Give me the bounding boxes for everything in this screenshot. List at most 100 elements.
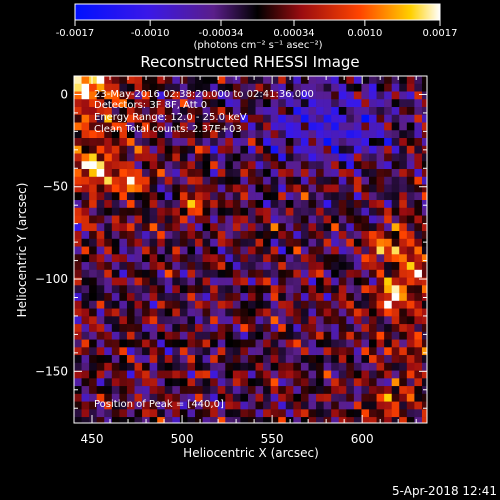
heatmap-cell [134, 238, 143, 247]
heatmap-cell [300, 238, 309, 247]
heatmap-cell [187, 192, 196, 201]
heatmap-cell [338, 246, 347, 255]
heatmap-cell [104, 223, 113, 232]
heatmap-cell [157, 293, 166, 302]
heatmap-cell [81, 83, 90, 92]
heatmap-cell [179, 107, 188, 116]
heatmap-cell [119, 331, 128, 340]
heatmap-cell [225, 331, 234, 340]
heatmap-cell [391, 83, 400, 92]
heatmap-cell [338, 293, 347, 302]
heatmap-cell [172, 308, 181, 317]
heatmap-cell [74, 355, 82, 364]
heatmap-cell [187, 386, 196, 395]
heatmap-cell [414, 83, 423, 92]
heatmap-cell [369, 161, 377, 170]
heatmap-cell [225, 277, 234, 286]
heatmap-cell [300, 114, 309, 123]
heatmap-cell [399, 262, 408, 271]
heatmap-cell [308, 107, 317, 116]
y-tick-label: −150 [35, 364, 68, 378]
heatmap-cell [172, 200, 181, 209]
heatmap-cell [414, 76, 423, 85]
heatmap-cell [96, 277, 105, 286]
heatmap-cell [134, 215, 143, 224]
heatmap-cell [172, 130, 181, 139]
heatmap-cell [210, 192, 219, 201]
heatmap-cell [119, 246, 128, 255]
heatmap-cell [240, 176, 249, 185]
heatmap-cell [187, 138, 196, 147]
heatmap-cell [119, 207, 128, 216]
heatmap-cell [263, 331, 271, 340]
heatmap-cell [134, 339, 143, 348]
heatmap-cell [96, 417, 105, 424]
heatmap-cell [187, 370, 196, 379]
heatmap-cell [111, 347, 120, 356]
heatmap-cell [240, 409, 249, 418]
heatmap-cell [300, 76, 309, 85]
heatmap-cell [104, 285, 113, 294]
heatmap-cell [338, 324, 347, 333]
heatmap-cell [89, 277, 97, 286]
heatmap-cell [399, 355, 408, 364]
heatmap-cell [104, 153, 113, 162]
heatmap-cell [376, 269, 385, 278]
info-line-energy: Energy Range: 12.0 - 25.0 keV [94, 112, 247, 123]
heatmap-cell [285, 130, 294, 139]
heatmap-cell [376, 91, 385, 100]
heatmap-cell [308, 99, 317, 108]
heatmap-cell [278, 277, 287, 286]
heatmap-cell [142, 347, 150, 356]
heatmap-cell [195, 347, 203, 356]
heatmap-cell [323, 347, 332, 356]
heatmap-cell [331, 161, 340, 170]
heatmap-cell [331, 107, 340, 116]
heatmap-cell [308, 122, 317, 131]
heatmap-cell [232, 378, 241, 387]
heatmap-cell [338, 277, 347, 286]
info-line-clean: Clean Total counts: 2.37E+03 [94, 124, 242, 135]
heatmap-cell [399, 378, 408, 387]
heatmap-cell [369, 184, 377, 193]
heatmap-cell [210, 362, 219, 371]
heatmap-cell [210, 99, 219, 108]
heatmap-cell [255, 184, 264, 193]
heatmap-cell [149, 331, 158, 340]
heatmap-cell [210, 246, 219, 255]
heatmap-cell [406, 161, 415, 170]
heatmap-cell [232, 347, 241, 356]
heatmap-cell [278, 386, 287, 395]
heatmap-cell [240, 184, 249, 193]
heatmap-cell [421, 277, 428, 286]
heatmap-cell [74, 122, 82, 131]
heatmap-cell [187, 215, 196, 224]
heatmap-cell [300, 339, 309, 348]
heatmap-cell [81, 269, 90, 278]
heatmap-cell [391, 285, 400, 294]
heatmap-cell [376, 122, 385, 131]
heatmap-cell [119, 200, 128, 209]
heatmap-cell [134, 145, 143, 154]
heatmap-cell [361, 355, 370, 364]
heatmap-cell [119, 347, 128, 356]
heatmap-cell [255, 409, 264, 418]
heatmap-cell [406, 169, 415, 178]
heatmap-cell [240, 76, 249, 85]
heatmap-cell [89, 386, 97, 395]
heatmap-cell [278, 269, 287, 278]
heatmap-cell [391, 99, 400, 108]
heatmap-cell [293, 393, 302, 402]
heatmap-cell [217, 417, 226, 424]
heatmap-cell [187, 401, 196, 410]
heatmap-cell [149, 153, 158, 162]
heatmap-cell [232, 130, 241, 139]
heatmap-cell [74, 215, 82, 224]
heatmap-cell [285, 176, 294, 185]
heatmap-cell [353, 254, 362, 263]
heatmap-cell [331, 76, 340, 85]
heatmap-cell [353, 138, 362, 147]
heatmap-cell [391, 231, 400, 240]
heatmap-cell [278, 114, 287, 123]
heatmap-cell [74, 300, 82, 309]
